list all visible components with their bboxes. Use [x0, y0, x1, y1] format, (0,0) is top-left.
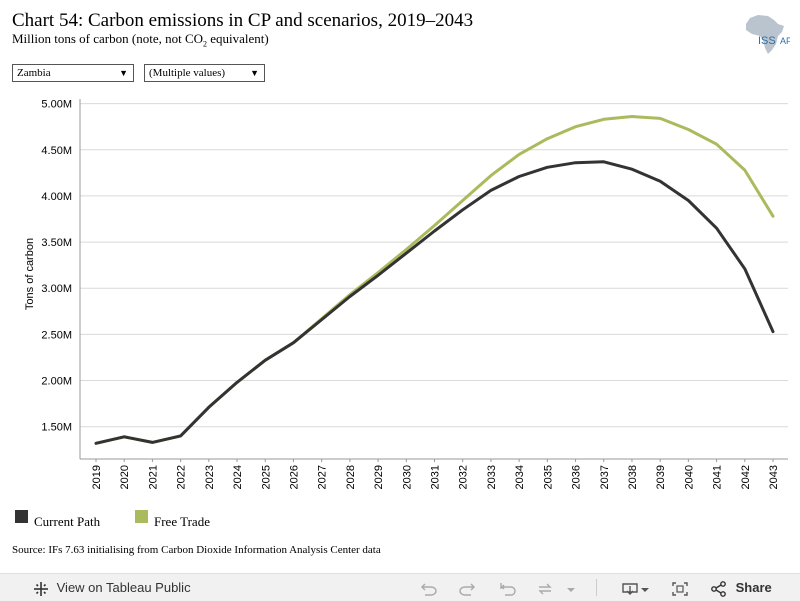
source-note: Source: IFs 7.63 initialising from Carbo…: [12, 544, 381, 556]
fullscreen-button[interactable]: [671, 574, 689, 601]
redo-button[interactable]: [458, 574, 476, 601]
country-filter-value: Zambia: [17, 67, 51, 79]
legend-label: Current Path: [34, 514, 101, 529]
x-tick-label: 2034: [514, 465, 526, 489]
x-tick-label: 2038: [627, 465, 639, 489]
x-tick-label: 2043: [768, 465, 780, 489]
undo-icon: [421, 583, 437, 596]
y-tick-label: 2.50M: [41, 329, 72, 341]
x-tick-label: 2019: [91, 465, 103, 489]
x-tick-label: 2041: [712, 465, 724, 489]
x-tick-label: 2032: [458, 465, 470, 489]
refresh-dropdown[interactable]: [566, 574, 576, 601]
subtitle-text: Million tons of carbon (note, not CO: [12, 31, 204, 46]
share-label: Share: [735, 580, 772, 595]
iss-africa-logo: ISS AF: [738, 12, 792, 56]
download-button[interactable]: [621, 574, 651, 601]
logo-text-side: AF: [780, 36, 790, 46]
y-tick-label: 5.00M: [41, 99, 72, 111]
share-icon: [711, 580, 726, 597]
x-tick-label: 2030: [401, 465, 413, 489]
x-tick-label: 2039: [655, 465, 667, 489]
y-tick-label: 3.00M: [41, 283, 72, 295]
x-tick-label: 2033: [486, 465, 498, 489]
x-tick-label: 2021: [147, 465, 159, 489]
fullscreen-icon: [672, 581, 688, 596]
refresh-icon: [538, 583, 552, 595]
x-tick-label: 2026: [288, 465, 300, 489]
undo-button[interactable]: [420, 574, 438, 601]
x-tick-label: 2028: [345, 465, 357, 489]
chevron-down-icon: [567, 587, 575, 592]
chart-title: Chart 54: Carbon emissions in CP and sce…: [12, 10, 474, 31]
x-tick-label: 2027: [317, 465, 329, 489]
scenario-filter-dropdown[interactable]: (Multiple values) ▼: [144, 64, 265, 82]
y-axis-label: Tons of carbon: [24, 238, 36, 310]
share-button[interactable]: Share: [710, 574, 772, 601]
x-tick-label: 2036: [571, 465, 583, 489]
y-tick-label: 4.50M: [41, 145, 72, 157]
tableau-toolbar: View on Tableau Public Share: [0, 573, 800, 601]
x-tick-label: 2029: [373, 465, 385, 489]
subtitle-text-end: equivalent): [207, 31, 269, 46]
x-tick-label: 2035: [542, 465, 554, 489]
x-tick-label: 2040: [683, 465, 695, 489]
chevron-down-icon: ▼: [119, 68, 128, 78]
legend-swatch-free-trade: [135, 510, 148, 523]
tableau-icon: [34, 581, 48, 596]
revert-button[interactable]: [499, 574, 517, 601]
chart-subtitle: Million tons of carbon (note, not CO2 eq…: [12, 31, 269, 49]
y-tick-label: 1.50M: [41, 422, 72, 434]
line-chart: 1.50M 2.00M 2.50M 3.00M 3.50M 4.00M 4.50M 5.00M…: [24, 99, 788, 489]
legend-swatch-current-path: [15, 510, 28, 523]
chevron-down-icon: ▼: [250, 68, 259, 78]
y-tick-label: 2.00M: [41, 376, 72, 388]
view-on-tableau-button[interactable]: View on Tableau Public: [33, 574, 191, 601]
x-tick-label: 2025: [260, 465, 272, 489]
view-on-tableau-label: View on Tableau Public: [56, 580, 191, 595]
x-tick-label: 2020: [119, 465, 131, 489]
x-tick-label: 2042: [740, 465, 752, 489]
y-tick-label: 4.00M: [41, 191, 72, 203]
series-line-current-path: [94, 160, 775, 445]
scenario-filter-value: (Multiple values): [149, 67, 226, 79]
redo-icon: [459, 583, 475, 596]
revert-icon: [500, 582, 516, 596]
x-tick-label: 2023: [204, 465, 216, 489]
x-tick-label: 2024: [232, 465, 244, 489]
legend-label: Free Trade: [154, 514, 210, 529]
x-tick-label: 2022: [176, 465, 188, 489]
y-tick-label: 3.50M: [41, 237, 72, 249]
toolbar-divider: [596, 579, 597, 596]
country-filter-dropdown[interactable]: Zambia ▼: [12, 64, 134, 82]
subtitle-subscript: 2: [203, 39, 208, 49]
x-tick-label: 2031: [430, 465, 442, 489]
series-line-free-trade: [94, 115, 775, 445]
download-icon: [622, 582, 649, 595]
africa-map-icon: [746, 15, 784, 54]
logo-text-main: ISS: [758, 35, 776, 47]
x-tick-label: 2037: [599, 465, 611, 489]
refresh-button[interactable]: [536, 574, 554, 601]
